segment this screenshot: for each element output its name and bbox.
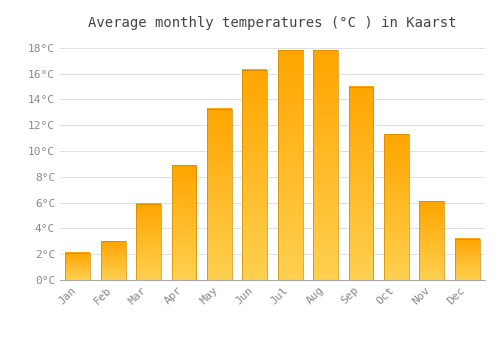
Bar bbox=[242, 70, 267, 280]
Bar bbox=[455, 239, 479, 280]
Title: Average monthly temperatures (°C ) in Kaarst: Average monthly temperatures (°C ) in Ka… bbox=[88, 16, 457, 30]
Bar bbox=[100, 241, 126, 280]
Bar bbox=[313, 50, 338, 280]
Bar bbox=[66, 253, 90, 280]
Bar bbox=[384, 134, 409, 280]
Bar bbox=[172, 165, 196, 280]
Bar bbox=[348, 86, 374, 280]
Bar bbox=[136, 204, 161, 280]
Bar bbox=[207, 108, 232, 280]
Bar bbox=[278, 50, 302, 280]
Bar bbox=[420, 201, 444, 280]
